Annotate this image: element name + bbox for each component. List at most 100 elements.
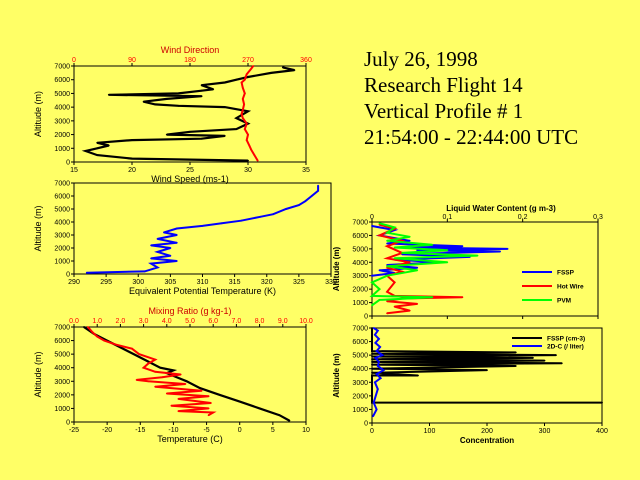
y-tick-label: 5000 [352, 246, 368, 253]
data-point [177, 410, 180, 412]
data-point [378, 234, 381, 237]
y-tick-label: 6000 [54, 77, 70, 84]
legend-label: Hot Wire [557, 284, 584, 291]
data-point [371, 350, 373, 352]
data-point [184, 383, 187, 385]
y-tick-label: 2000 [352, 287, 368, 294]
x2-tick-label: 90 [128, 57, 136, 64]
data-point [375, 373, 378, 375]
data-point [431, 243, 434, 246]
chart-temp_mixing: 0 1000 2000 3000 4000 5000 6000 7000 -25 -20 -15 -1… [33, 306, 313, 444]
chart-conc: 0 1000 2000 3000 4000 5000 6000 7000 0 100 200 300 4… [332, 326, 608, 446]
x2-tick-label: 6.0 [208, 318, 218, 325]
y-tick-label: 1000 [352, 407, 368, 414]
x2-tick-label: 270 [242, 57, 254, 64]
y-tick-label: 2000 [54, 246, 70, 253]
y-tick-label: 3000 [54, 379, 70, 386]
data-point [371, 358, 373, 361]
data-point [256, 159, 259, 162]
legend-label: PVM [557, 298, 571, 305]
x-axis-label: Equivalent Potential Temperature (K) [129, 286, 276, 296]
data-point [376, 365, 379, 367]
y-tick-label: 6000 [54, 338, 70, 345]
data-point [200, 137, 203, 140]
y-tick-label: 5000 [54, 207, 70, 214]
x-tick-label: 315 [229, 279, 241, 286]
y-tick-label: 4000 [54, 365, 70, 372]
data-point [241, 109, 244, 111]
data-point [200, 389, 203, 392]
title-block: July 26, 1998 Research Flight 14 Vertica… [364, 46, 578, 150]
data-point [96, 154, 99, 157]
data-point [87, 326, 89, 328]
data-point [154, 103, 157, 106]
series-hot-wire [376, 223, 464, 315]
data-point [393, 281, 396, 284]
data-point [386, 274, 388, 277]
x-tick-label: 320 [261, 279, 273, 286]
plot-frame [73, 182, 332, 275]
x-tick-label: 5 [271, 427, 275, 434]
y-tick-label: 5000 [352, 353, 368, 360]
x-top-tick-label: 0.3 [593, 214, 603, 221]
data-point [393, 226, 396, 229]
data-point [371, 401, 373, 404]
y-tick-label: 2000 [54, 392, 70, 399]
x-tick-label: 325 [293, 279, 305, 286]
data-point [378, 288, 381, 290]
data-point [250, 148, 253, 151]
chart-title: Liquid Water Content (g m-3) [446, 204, 556, 213]
data-point [241, 117, 244, 119]
data-point [371, 274, 373, 277]
data-point [408, 239, 411, 242]
series-wind-direction [240, 65, 259, 162]
x-tick-label: 0 [238, 427, 242, 434]
data-point [243, 128, 246, 131]
data-point [240, 81, 243, 84]
data-point [200, 95, 203, 98]
data-point [476, 254, 479, 257]
data-point [382, 369, 385, 371]
x-tick-label: 290 [68, 279, 80, 286]
data-point [486, 369, 488, 371]
data-point [310, 195, 313, 197]
y-tick-label: 5000 [54, 352, 70, 359]
y-tick-label: 1000 [54, 259, 70, 266]
x2-tick-label: 10.0 [299, 318, 313, 325]
data-point [210, 402, 212, 404]
x-tick-label: -25 [69, 427, 79, 434]
data-point [175, 234, 178, 236]
data-point [91, 331, 94, 334]
data-point [175, 227, 178, 230]
data-point [243, 103, 246, 106]
plot-frame [371, 221, 599, 317]
data-point [393, 246, 396, 249]
data-point [200, 89, 203, 92]
data-point [379, 346, 381, 348]
data-point [245, 73, 248, 76]
data-point [175, 260, 178, 262]
y-tick-label: 0 [66, 160, 70, 167]
data-point [220, 222, 223, 225]
data-point [146, 360, 148, 362]
data-point [376, 388, 379, 390]
data-point [371, 295, 373, 297]
data-point [386, 312, 388, 315]
data-point [107, 144, 110, 147]
data-point [416, 266, 419, 269]
y-tick-label: 1000 [54, 406, 70, 413]
x-tick-label: -5 [203, 427, 209, 434]
data-point [499, 250, 501, 253]
data-point [150, 257, 153, 260]
data-point [601, 401, 603, 404]
y-tick-label: 1000 [352, 300, 368, 307]
data-point [159, 366, 162, 369]
data-point [416, 303, 419, 305]
data-point [372, 415, 374, 418]
data-point [446, 249, 449, 252]
data-point [378, 299, 381, 301]
x-tick-label: -10 [168, 427, 178, 434]
data-point [243, 78, 246, 81]
data-point [150, 262, 153, 265]
